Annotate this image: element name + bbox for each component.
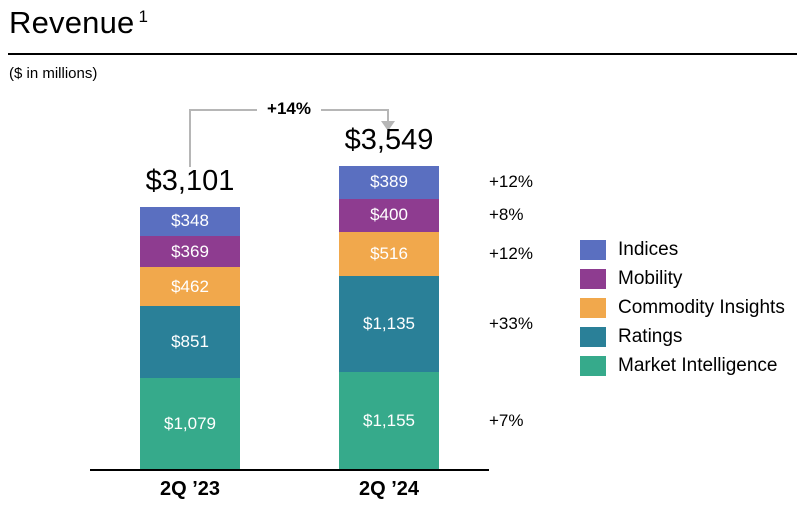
segment-value-label: $1,155: [363, 410, 415, 430]
segment-value-label: $1,079: [164, 413, 216, 433]
legend-swatch-indices: [580, 240, 606, 260]
page-title-text: Revenue: [9, 5, 135, 40]
yoy-change-market-intelligence: +7%: [489, 410, 524, 430]
segment-indices-2q-24: $389: [339, 165, 439, 199]
legend-item-mobility: Mobility: [580, 268, 785, 289]
bar-total-label-2q-24: $3,549: [344, 123, 434, 156]
segment-value-label: $389: [370, 172, 408, 192]
legend-swatch-mobility: [580, 269, 606, 289]
growth-arrow-head-icon: [381, 121, 395, 131]
yoy-change-mobility: +8%: [489, 205, 524, 225]
legend: Indices Mobility Commodity Insights Ratings…: [580, 239, 785, 385]
bar-total-label-2q-23: $3,101: [145, 164, 235, 197]
segment-commodity-insights-2q-23: $462: [140, 267, 240, 307]
yoy-change-indices: +12%: [489, 172, 533, 192]
segment-value-label: $851: [171, 332, 209, 352]
legend-swatch-market-intelligence: [580, 356, 606, 376]
segment-market-intelligence-2q-24: $1,155: [339, 371, 439, 470]
segment-mobility-2q-24: $400: [339, 198, 439, 233]
segment-ratings-2q-23: $851: [140, 306, 240, 379]
segment-value-label: $1,135: [363, 313, 415, 333]
units-label: ($ in millions): [9, 65, 98, 82]
legend-item-market-intelligence: Market Intelligence: [580, 355, 785, 376]
x-tick-label-2q-23: 2Q ’23: [159, 478, 221, 500]
legend-item-ratings: Ratings: [580, 326, 785, 347]
yoy-change-commodity-insights: +12%: [489, 244, 533, 264]
legend-label-commodity-insights: Commodity Insights: [618, 297, 785, 318]
segment-value-label: $400: [370, 205, 408, 225]
legend-label-market-intelligence: Market Intelligence: [618, 355, 778, 376]
legend-swatch-ratings: [580, 327, 606, 347]
growth-arrow-right-line: [387, 109, 389, 122]
legend-item-indices: Indices: [580, 239, 785, 260]
legend-label-ratings: Ratings: [618, 326, 683, 347]
segment-value-label: $348: [171, 211, 209, 231]
segment-value-label: $369: [171, 241, 209, 261]
legend-label-mobility: Mobility: [618, 268, 683, 289]
total-growth-label: +14%: [257, 99, 321, 119]
segment-market-intelligence-2q-23: $1,079: [140, 378, 240, 470]
segment-commodity-insights-2q-24: $516: [339, 232, 439, 276]
segment-mobility-2q-23: $369: [140, 236, 240, 268]
segment-value-label: $516: [370, 244, 408, 264]
legend-label-indices: Indices: [618, 239, 679, 260]
x-tick-label-2q-24: 2Q ’24: [358, 478, 420, 500]
legend-swatch-commodity-insights: [580, 298, 606, 318]
x-axis-line: [90, 469, 489, 471]
stacked-bar-2q-23: $348 $369 $462 $851 $1,079: [140, 206, 240, 470]
segment-indices-2q-23: $348: [140, 206, 240, 237]
growth-arrow-left-line: [189, 109, 191, 167]
segment-value-label: $462: [171, 276, 209, 296]
legend-item-commodity-insights: Commodity Insights: [580, 297, 785, 318]
stacked-bar-2q-24: $389 $400 $516 $1,135 $1,155: [339, 165, 439, 470]
title-divider: [8, 53, 797, 55]
footnote-marker: 1: [138, 6, 149, 26]
yoy-change-ratings: +33%: [489, 313, 533, 333]
segment-ratings-2q-24: $1,135: [339, 275, 439, 372]
page-title: Revenue 1: [9, 5, 148, 41]
